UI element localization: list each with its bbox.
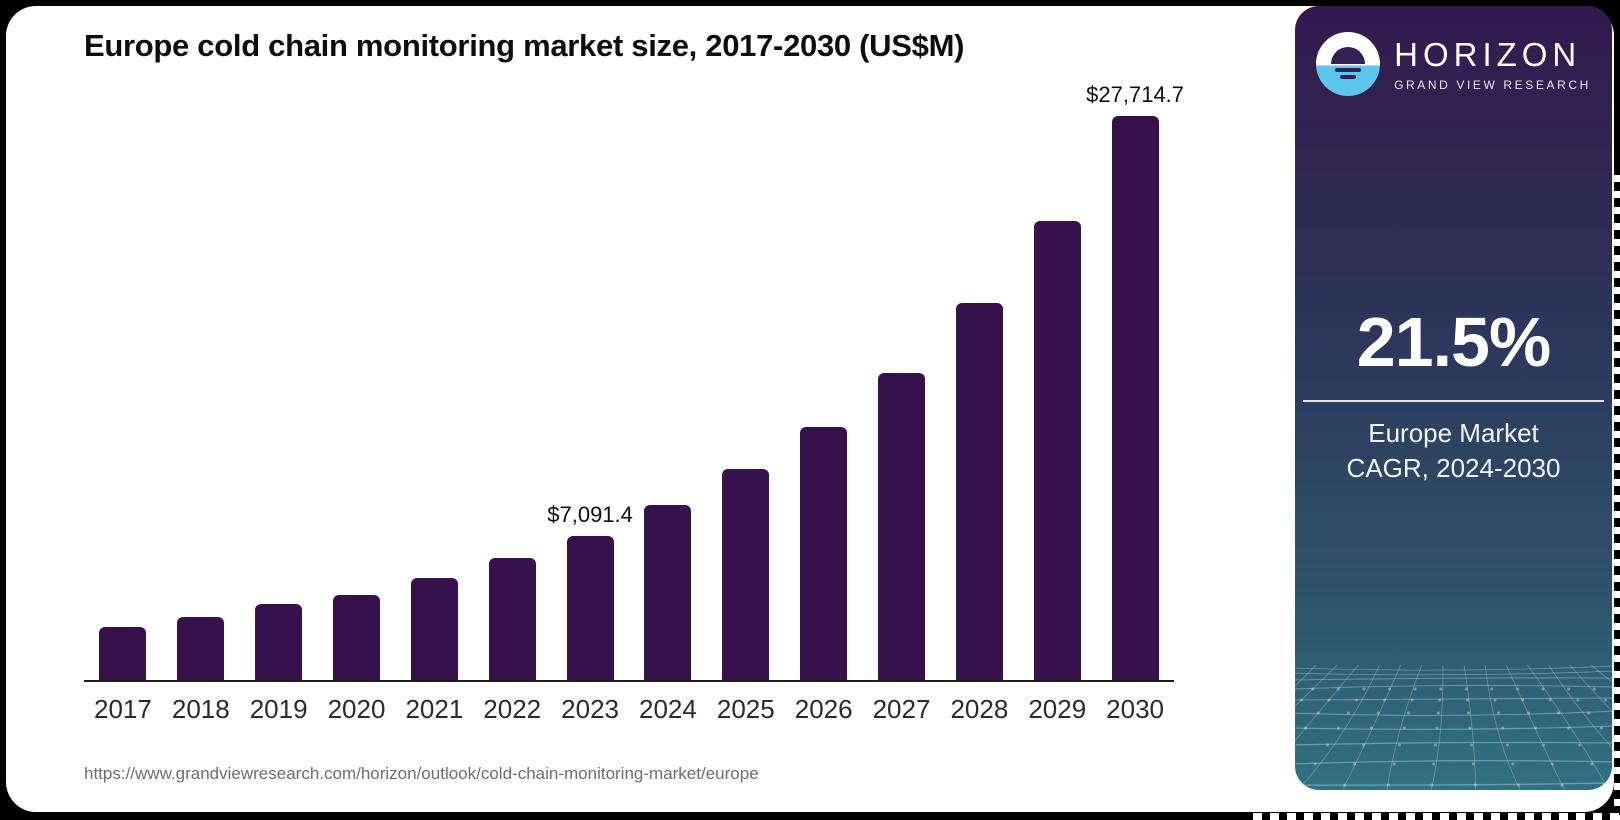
bar-2027 xyxy=(878,373,926,680)
x-axis-line xyxy=(84,680,1174,682)
logo-horizon-line xyxy=(1335,68,1362,72)
bar-2026 xyxy=(800,427,848,680)
divider xyxy=(1303,400,1604,402)
bar-group-2020: 2020 xyxy=(318,116,396,724)
bottom-edge-marks xyxy=(1253,813,1620,820)
x-tick-2027: 2027 xyxy=(872,694,931,724)
horizon-logo-icon xyxy=(1316,32,1381,96)
brand-name: HORIZON xyxy=(1394,36,1582,73)
bar-group-2025: 2025 xyxy=(707,116,785,724)
bar-group-2030: $27,714.7 2030 xyxy=(1086,82,1184,724)
bar-2019 xyxy=(255,604,303,680)
x-tick-2026: 2026 xyxy=(794,694,853,724)
cagr-caption-line1: Europe Market xyxy=(1368,418,1539,448)
bar-group-2017: 2017 xyxy=(84,116,162,724)
bar-2022 xyxy=(488,558,536,680)
brand-tagline: GRAND VIEW RESEARCH xyxy=(1394,78,1591,92)
bar-group-2027: 2027 xyxy=(863,116,941,724)
x-tick-2021: 2021 xyxy=(405,694,464,724)
bar-2030 xyxy=(1111,116,1159,680)
x-tick-2022: 2022 xyxy=(483,694,542,724)
bar-2018 xyxy=(177,617,225,680)
bar-2020 xyxy=(333,595,380,680)
x-tick-2029: 2029 xyxy=(1028,694,1087,724)
bar-group-2019: 2019 xyxy=(240,116,318,724)
logo-sun-arch xyxy=(1331,47,1366,64)
bar-group-2026: 2026 xyxy=(785,116,863,724)
cagr-caption-line2: CAGR, 2024-2030 xyxy=(1346,453,1561,483)
bar-group-2028: 2028 xyxy=(940,116,1018,724)
x-tick-2028: 2028 xyxy=(950,694,1009,724)
bar-2025 xyxy=(722,469,770,680)
bar-2029 xyxy=(1033,221,1081,680)
brand-logo: HORIZON GRAND VIEW RESEARCH xyxy=(1295,32,1612,96)
cagr-stat: 21.5% Europe Market CAGR, 2024-2030 xyxy=(1295,302,1612,486)
cagr-value: 21.5% xyxy=(1356,303,1551,381)
bar-2017 xyxy=(99,627,147,680)
x-tick-2025: 2025 xyxy=(716,694,775,724)
x-tick-2017: 2017 xyxy=(94,694,152,724)
bar-2028 xyxy=(955,303,1003,680)
bar-group-2018: 2018 xyxy=(162,116,240,724)
x-tick-2024: 2024 xyxy=(639,694,697,724)
bar-2021 xyxy=(410,578,458,680)
bar-group-2022: 2022 xyxy=(473,116,551,724)
bar-group-2024: 2024 xyxy=(629,116,707,724)
source-url: https://www.grandviewresearch.com/horizo… xyxy=(84,764,759,783)
right-edge-marks xyxy=(1614,175,1620,820)
x-tick-2023: 2023 xyxy=(561,694,619,724)
bar-group-2021: 2021 xyxy=(395,116,473,724)
x-tick-2019: 2019 xyxy=(249,694,308,724)
bar-group-2023: $7,091.4 2023 xyxy=(547,116,633,724)
x-tick-2020: 2020 xyxy=(327,694,386,724)
bar-2024 xyxy=(644,505,692,680)
wireframe-mesh-graphic xyxy=(1295,665,1612,790)
bar-value-label-2030: $27,714.7 xyxy=(1086,82,1185,107)
x-tick-2030: 2030 xyxy=(1106,694,1165,724)
brand-sidebar: HORIZON GRAND VIEW RESEARCH 21.5% Europe… xyxy=(1295,6,1612,790)
logo-horizon-line xyxy=(1340,75,1357,79)
bar-2023 xyxy=(566,536,614,680)
bar-chart: 2017 2018 2019 2020 2021 2022 $7,091.4 2023 2024… xyxy=(84,82,1184,724)
brand-text: HORIZON GRAND VIEW RESEARCH xyxy=(1394,36,1591,92)
bar-value-label-2023: $7,091.4 xyxy=(547,502,633,527)
x-tick-2018: 2018 xyxy=(171,694,230,724)
bar-group-2029: 2029 xyxy=(1018,116,1096,724)
chart-title: Europe cold chain monitoring market size… xyxy=(84,28,965,63)
